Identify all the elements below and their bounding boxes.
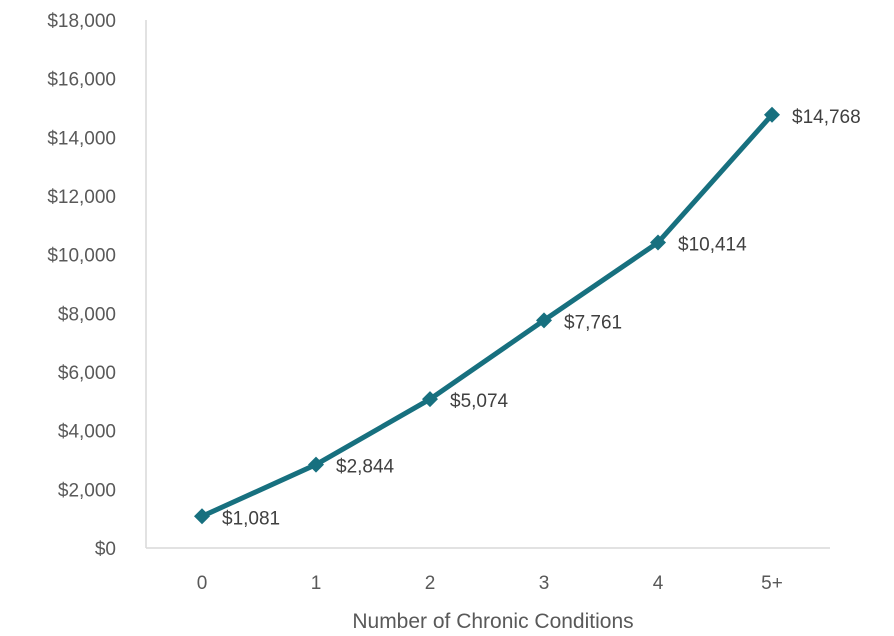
x-tick-label: 2 bbox=[425, 573, 436, 594]
x-tick-label: 3 bbox=[539, 573, 550, 594]
y-tick-label: $0 bbox=[95, 539, 116, 560]
y-tick-label: $16,000 bbox=[47, 70, 116, 91]
x-axis-ticks: 0 1 2 3 4 5+ bbox=[197, 573, 783, 594]
data-label: $1,081 bbox=[222, 508, 280, 529]
data-point-marker bbox=[308, 456, 324, 473]
x-tick-label: 1 bbox=[311, 573, 322, 594]
data-label: $5,074 bbox=[450, 391, 509, 412]
y-axis-ticks: $0 $2,000 $4,000 $6,000 $8,000 $10,000 $12,000… bbox=[47, 11, 116, 560]
y-tick-label: $14,000 bbox=[47, 128, 116, 149]
y-tick-label: $18,000 bbox=[47, 11, 116, 32]
y-tick-label: $6,000 bbox=[58, 363, 116, 384]
data-label: $7,761 bbox=[564, 312, 622, 333]
data-point-marker bbox=[650, 234, 666, 251]
y-tick-label: $10,000 bbox=[47, 246, 116, 267]
y-tick-label: $4,000 bbox=[58, 422, 116, 443]
y-tick-label: $2,000 bbox=[58, 480, 116, 501]
data-point-marker bbox=[536, 312, 552, 329]
y-tick-label: $8,000 bbox=[58, 304, 116, 325]
x-tick-label: 4 bbox=[653, 573, 664, 594]
series-line bbox=[199, 112, 775, 519]
x-axis-title: Number of Chronic Conditions bbox=[352, 610, 633, 633]
data-point-marker bbox=[764, 106, 780, 123]
x-tick-label: 5+ bbox=[761, 573, 783, 594]
y-tick-label: $12,000 bbox=[47, 187, 116, 208]
data-point-marker bbox=[422, 391, 438, 408]
axes bbox=[145, 20, 830, 549]
data-label: $14,768 bbox=[792, 107, 861, 128]
data-labels: $1,081 $2,844 $5,074 $7,761 $10,414 $14,768 bbox=[222, 107, 861, 529]
data-label: $10,414 bbox=[678, 235, 747, 256]
data-label: $2,844 bbox=[336, 457, 395, 478]
series-group bbox=[194, 106, 780, 525]
x-tick-label: 0 bbox=[197, 573, 208, 594]
data-point-marker bbox=[194, 508, 210, 525]
